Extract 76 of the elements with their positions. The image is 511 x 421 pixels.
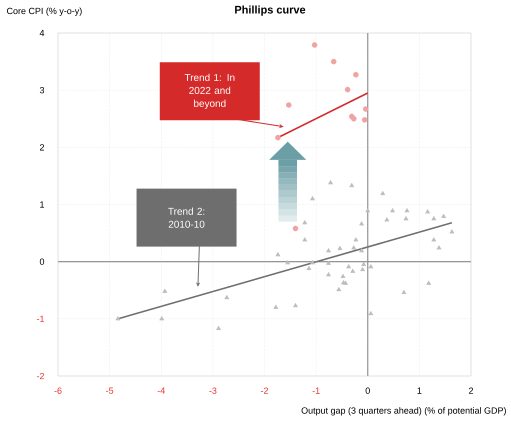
point bbox=[275, 134, 281, 140]
x-tick-label: -4 bbox=[158, 388, 165, 394]
chart-title: Phillips curve bbox=[235, 6, 306, 16]
point bbox=[353, 72, 359, 78]
point bbox=[404, 208, 410, 212]
y-tick-label: -2 bbox=[36, 372, 44, 380]
point bbox=[310, 260, 315, 264]
point bbox=[404, 216, 408, 220]
x-tick-label: -1 bbox=[312, 388, 320, 394]
point bbox=[425, 209, 430, 214]
point bbox=[162, 288, 168, 293]
point bbox=[426, 280, 432, 285]
x-axis-title: Output gap (3 quarters ahead) (% of potential GDP) bbox=[302, 407, 506, 416]
annotation: Trend 1: In 2022 and beyond bbox=[184, 74, 234, 109]
point bbox=[380, 190, 386, 196]
point bbox=[336, 286, 342, 292]
y-tick-label: 4 bbox=[40, 30, 44, 36]
point bbox=[350, 268, 356, 273]
point bbox=[159, 316, 164, 320]
point bbox=[436, 245, 442, 250]
point bbox=[351, 116, 357, 122]
point bbox=[326, 260, 331, 265]
point bbox=[115, 316, 120, 320]
point bbox=[326, 272, 331, 276]
point bbox=[275, 252, 280, 256]
point bbox=[349, 182, 354, 188]
point bbox=[360, 266, 366, 272]
point bbox=[449, 229, 454, 234]
x-tick-label: 0 bbox=[366, 388, 370, 394]
x-tick-label: -6 bbox=[54, 388, 62, 394]
point bbox=[312, 42, 318, 48]
point bbox=[273, 304, 278, 309]
y-axis-title: Core CPI (% y-o-y) bbox=[6, 8, 82, 16]
point bbox=[224, 294, 230, 300]
point bbox=[368, 264, 374, 268]
y-tick-label: 1 bbox=[40, 201, 44, 208]
point bbox=[368, 310, 374, 316]
x-tick-label: -2 bbox=[260, 388, 268, 394]
point bbox=[310, 196, 315, 200]
point bbox=[302, 237, 308, 242]
point bbox=[344, 86, 350, 92]
point bbox=[292, 226, 298, 232]
point bbox=[340, 274, 346, 278]
point bbox=[346, 264, 352, 268]
point bbox=[365, 208, 370, 212]
x-tick-label: -3 bbox=[209, 388, 216, 394]
y-tick-label: 3 bbox=[40, 86, 44, 94]
x-tick-label: 2 bbox=[468, 388, 474, 394]
point bbox=[362, 117, 368, 123]
y-tick-label: -1 bbox=[36, 316, 44, 322]
point bbox=[362, 106, 368, 112]
point bbox=[359, 221, 364, 226]
point bbox=[328, 180, 334, 184]
y-tick-label: 0 bbox=[40, 258, 44, 265]
point bbox=[401, 290, 406, 294]
point bbox=[293, 302, 298, 308]
point bbox=[431, 216, 436, 220]
point bbox=[306, 266, 312, 270]
point bbox=[286, 102, 292, 108]
point bbox=[216, 326, 221, 330]
point bbox=[441, 214, 446, 218]
point bbox=[330, 58, 336, 64]
point bbox=[353, 237, 358, 242]
point bbox=[351, 245, 356, 250]
annotation: Trend 2: 2010-10 bbox=[168, 208, 204, 228]
y-tick-label: 2 bbox=[40, 144, 44, 150]
point bbox=[285, 260, 290, 264]
point bbox=[326, 248, 331, 252]
point bbox=[337, 246, 342, 250]
x-tick-label: -5 bbox=[106, 388, 114, 394]
point bbox=[390, 208, 395, 212]
x-tick-label: 1 bbox=[418, 388, 422, 394]
point bbox=[431, 237, 436, 242]
point bbox=[359, 248, 364, 252]
point bbox=[302, 220, 308, 224]
point bbox=[384, 217, 390, 222]
